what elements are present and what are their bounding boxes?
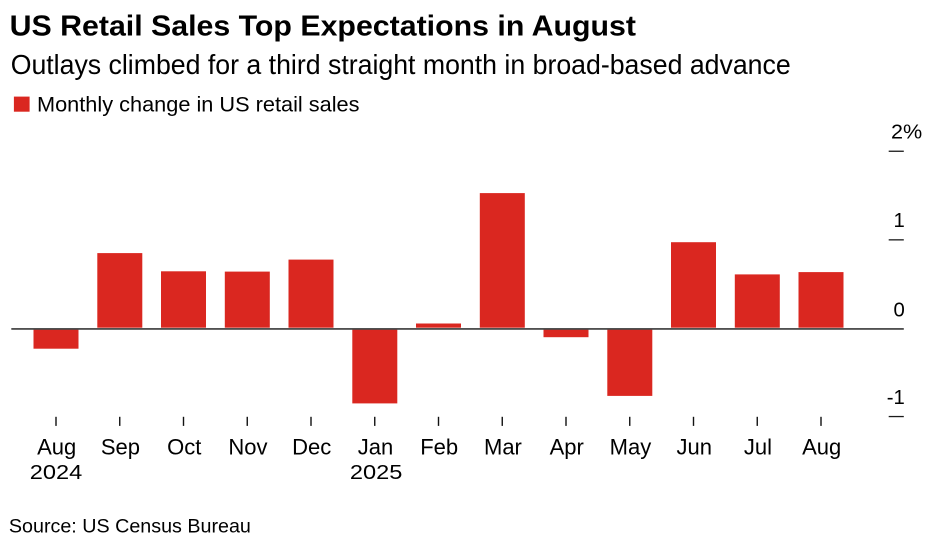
svg-text:Apr: Apr <box>550 435 584 460</box>
svg-text:Mar: Mar <box>484 435 522 460</box>
svg-text:2%: 2% <box>891 122 922 144</box>
svg-text:Dec: Dec <box>292 435 331 460</box>
svg-text:Aug: Aug <box>37 435 76 460</box>
svg-text:2024: 2024 <box>30 462 83 484</box>
svg-text:2025: 2025 <box>350 462 403 484</box>
svg-text:Source: US Census Bureau: Source: US Census Bureau <box>9 516 251 537</box>
svg-text:Monthly change in US retail sa: Monthly change in US retail sales <box>37 94 360 117</box>
svg-text:Jul: Jul <box>744 435 772 460</box>
svg-text:Oct: Oct <box>167 435 201 460</box>
svg-text:Jun: Jun <box>676 435 711 460</box>
svg-text:Feb: Feb <box>420 435 458 460</box>
svg-text:May: May <box>610 435 652 460</box>
svg-text:Nov: Nov <box>228 435 267 460</box>
svg-text:Aug: Aug <box>802 435 841 460</box>
svg-text:US Retail Sales Top Expectatio: US Retail Sales Top Expectations in Augu… <box>10 11 637 43</box>
svg-text:1: 1 <box>894 210 905 232</box>
svg-text:Jan: Jan <box>358 435 393 460</box>
svg-text:0: 0 <box>894 299 905 321</box>
svg-text:-1: -1 <box>887 387 905 409</box>
svg-text:Outlays climbed for a third st: Outlays climbed for a third straight mon… <box>11 49 791 80</box>
svg-text:Sep: Sep <box>101 435 140 460</box>
